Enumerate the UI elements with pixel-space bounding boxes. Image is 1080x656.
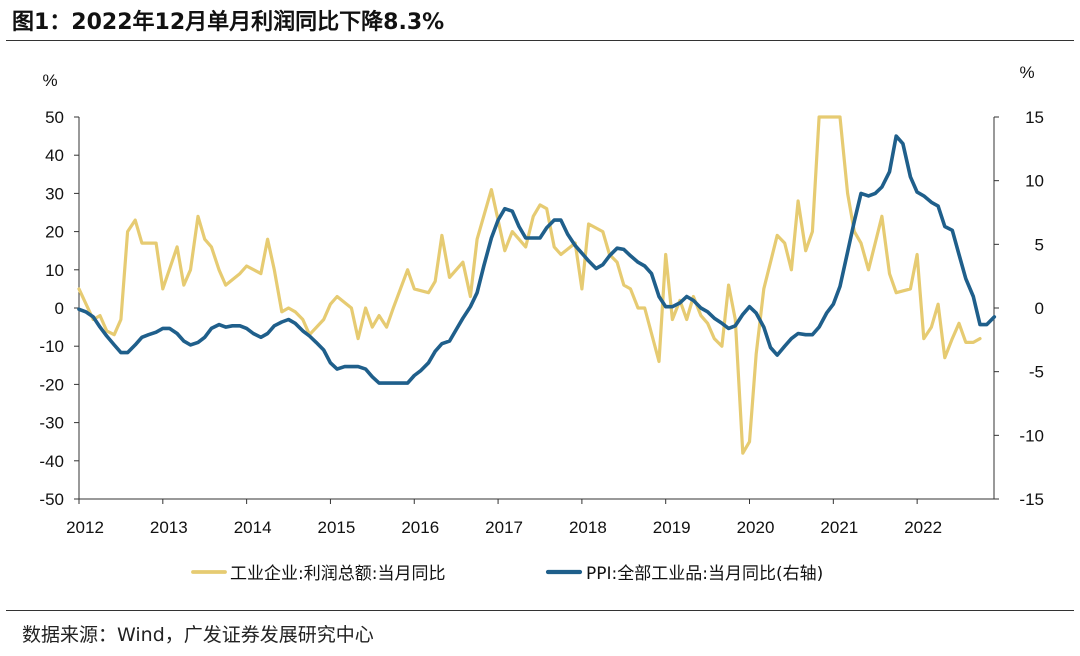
profit-yoy-line xyxy=(77,115,982,455)
left-axis-tick-label: 50 xyxy=(45,108,64,127)
right-axis-unit: % xyxy=(1019,63,1034,82)
x-axis-tick-label: 2016 xyxy=(401,518,439,537)
left-axis-tick-label: -10 xyxy=(39,337,64,356)
right-axis-tick-label: -10 xyxy=(1019,426,1044,445)
chart-title: 图1：2022年12月单月利润同比下降8.3% xyxy=(12,10,445,35)
right-axis-tick-label: 5 xyxy=(1035,235,1044,254)
x-axis-tick-label: 2018 xyxy=(569,518,607,537)
x-axis-tick-label: 2014 xyxy=(234,518,272,537)
left-axis-tick-label: -30 xyxy=(39,414,64,433)
right-axis-tick-label: -5 xyxy=(1029,363,1044,382)
left-axis-tick-label: 20 xyxy=(45,223,64,242)
legend-profit-label: 工业企业:利润总额:当月同比 xyxy=(230,564,445,584)
legend-ppi-label: PPI:全部工业品:当月同比(右轴) xyxy=(586,564,823,584)
left-axis-tick-label: 0 xyxy=(55,299,64,318)
source-divider xyxy=(6,610,1074,611)
line-chart: 50403020100-10-20-30-40-50%151050-5-10-1… xyxy=(39,63,1044,584)
x-axis-tick-label: 2020 xyxy=(737,518,775,537)
x-axis-tick-label: 2022 xyxy=(904,518,942,537)
axes: 50403020100-10-20-30-40-50%151050-5-10-1… xyxy=(39,63,1044,537)
left-axis-tick-label: -20 xyxy=(39,375,64,394)
source-note: 数据来源：Wind，广发证券发展研究中心 xyxy=(22,624,374,646)
left-axis-tick-label: -50 xyxy=(39,490,64,509)
x-axis-tick-label: 2013 xyxy=(150,518,188,537)
right-axis-tick-label: 0 xyxy=(1035,299,1044,318)
x-axis-tick-label: 2021 xyxy=(820,518,858,537)
left-axis-tick-label: -40 xyxy=(39,452,64,471)
left-axis-unit: % xyxy=(42,71,57,90)
title-divider xyxy=(6,40,1074,41)
right-axis-tick-label: -15 xyxy=(1019,490,1044,509)
x-axis-tick-label: 2019 xyxy=(653,518,691,537)
series xyxy=(77,115,997,455)
right-axis-tick-label: 10 xyxy=(1025,172,1044,191)
x-axis-tick-label: 2017 xyxy=(485,518,523,537)
ppi-yoy-line xyxy=(77,134,997,385)
x-axis-tick-label: 2015 xyxy=(318,518,356,537)
right-axis-tick-label: 15 xyxy=(1025,108,1044,127)
legend: 工业企业:利润总额:当月同比 PPI:全部工业品:当月同比(右轴) xyxy=(191,564,823,584)
left-axis-tick-label: 30 xyxy=(45,184,64,203)
x-axis-tick-label: 2012 xyxy=(66,518,104,537)
left-axis-tick-label: 40 xyxy=(45,146,64,165)
left-axis-tick-label: 10 xyxy=(45,261,64,280)
